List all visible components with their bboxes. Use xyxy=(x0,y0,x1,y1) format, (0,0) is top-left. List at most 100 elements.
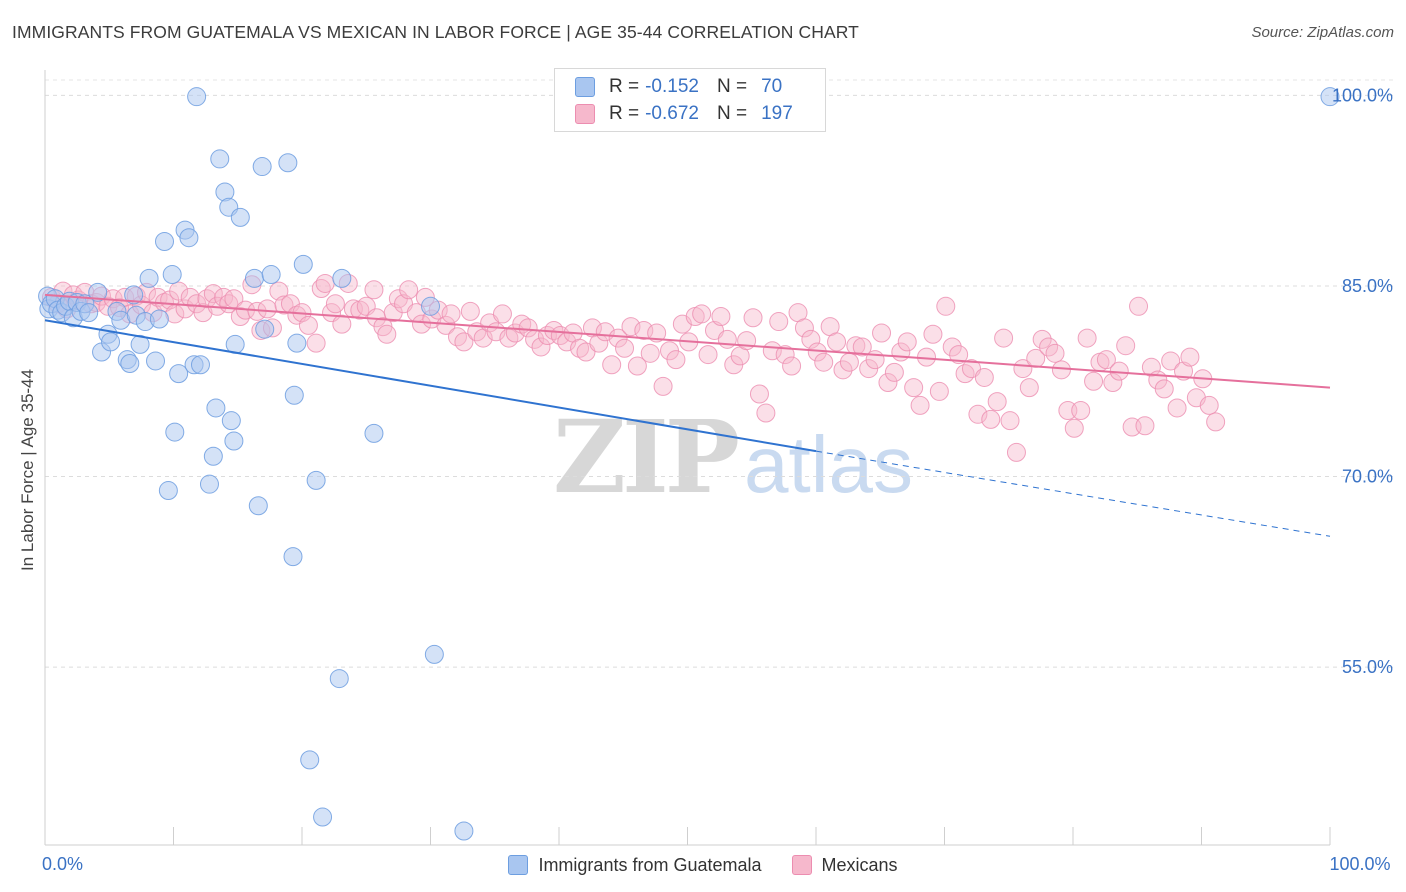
legend-n-label: N = xyxy=(716,76,748,97)
point-guatemala xyxy=(210,149,230,169)
point-guatemala xyxy=(313,807,333,827)
point-mexicans xyxy=(621,317,641,337)
legend-n-value: 197 xyxy=(761,103,793,124)
point-mexicans xyxy=(1077,328,1097,348)
legend-label-guatemala: Immigrants from Guatemala xyxy=(538,854,762,875)
legend-r-value: -0.672 xyxy=(645,103,699,124)
trend-line-guatemala-extension xyxy=(815,450,1331,537)
point-mexicans xyxy=(904,378,924,398)
point-mexicans xyxy=(203,284,223,304)
series-guatemala xyxy=(38,87,1340,841)
point-mexicans xyxy=(1051,360,1071,380)
point-mexicans xyxy=(608,328,628,348)
legend-row-mexicans: R = -0.672 N = 197 xyxy=(575,100,793,128)
point-mexicans xyxy=(827,332,847,352)
point-guatemala xyxy=(199,474,219,494)
point-mexicans xyxy=(1135,416,1155,436)
point-guatemala xyxy=(162,265,182,285)
point-guatemala xyxy=(421,296,440,316)
point-mexicans xyxy=(531,337,551,357)
point-guatemala xyxy=(101,332,121,352)
point-mexicans xyxy=(274,295,294,315)
point-guatemala xyxy=(293,254,313,274)
point-mexicans xyxy=(1071,400,1091,420)
series-legend: Immigrants from Guatemala Mexicans xyxy=(0,852,1406,878)
legend-row-guatemala: R = -0.152 N = 70 xyxy=(575,73,782,101)
legend-n-value: 70 xyxy=(761,76,783,97)
point-mexicans xyxy=(653,376,673,396)
chart-title: IMMIGRANTS FROM GUATEMALA VS MEXICAN IN … xyxy=(12,22,859,42)
point-guatemala xyxy=(306,470,326,490)
point-mexicans xyxy=(782,356,802,376)
point-mexicans xyxy=(717,329,737,349)
legend-swatch-guatemala xyxy=(508,855,529,875)
point-mexicans xyxy=(1141,357,1161,377)
point-mexicans xyxy=(929,381,949,401)
legend-r-value: -0.152 xyxy=(645,76,699,97)
point-mexicans xyxy=(315,273,335,293)
point-mexicans xyxy=(872,323,892,343)
point-mexicans xyxy=(1013,359,1033,379)
point-guatemala xyxy=(454,821,474,841)
point-mexicans xyxy=(412,314,432,334)
point-mexicans xyxy=(711,306,731,326)
point-guatemala xyxy=(283,547,303,567)
point-mexicans xyxy=(1006,442,1026,462)
point-mexicans xyxy=(1161,351,1181,371)
trend-lines xyxy=(44,293,1331,537)
point-mexicans xyxy=(794,318,814,338)
point-guatemala xyxy=(206,398,226,418)
point-mexicans xyxy=(852,337,872,357)
point-mexicans xyxy=(1019,378,1039,398)
point-mexicans xyxy=(615,338,635,358)
legend-swatch-guatemala xyxy=(575,77,595,97)
legend-swatch-mexicans xyxy=(791,855,812,875)
tick-labels: 100.0% 85.0% 70.0% 55.0% 0.0% 100.0% xyxy=(42,85,1393,874)
point-guatemala xyxy=(255,319,275,339)
point-mexicans xyxy=(454,332,474,352)
point-guatemala xyxy=(300,750,320,770)
point-mexicans xyxy=(897,332,917,352)
point-mexicans xyxy=(839,352,859,372)
point-mexicans xyxy=(377,324,397,344)
point-mexicans xyxy=(743,308,763,328)
point-mexicans xyxy=(1154,379,1174,399)
point-mexicans xyxy=(1064,418,1084,438)
point-guatemala xyxy=(139,268,159,288)
point-guatemala xyxy=(120,353,140,373)
x-tick-label: 0.0% xyxy=(42,854,83,874)
point-mexicans xyxy=(460,301,480,321)
point-mexicans xyxy=(332,314,352,334)
point-guatemala xyxy=(230,207,250,227)
point-mexicans xyxy=(640,343,660,363)
point-mexicans xyxy=(994,328,1014,348)
point-guatemala xyxy=(146,351,166,371)
point-mexicans xyxy=(399,280,419,300)
axes xyxy=(44,70,1331,846)
point-mexicans xyxy=(878,373,898,393)
legend-swatch-mexicans xyxy=(575,104,595,124)
y-tick-label: 55.0% xyxy=(1342,657,1393,677)
point-mexicans xyxy=(923,324,943,344)
point-guatemala xyxy=(424,644,444,664)
point-mexicans xyxy=(981,409,1001,429)
point-guatemala xyxy=(88,282,108,302)
point-guatemala xyxy=(1320,87,1340,107)
point-guatemala xyxy=(187,87,207,107)
point-mexicans xyxy=(936,296,956,316)
legend-n-label: N = xyxy=(716,103,748,124)
point-mexicans xyxy=(1206,412,1226,432)
point-guatemala xyxy=(124,285,144,305)
point-mexicans xyxy=(1174,361,1194,381)
y-tick-label: 85.0% xyxy=(1342,276,1393,296)
point-mexicans xyxy=(1167,398,1187,418)
legend-item-mexicans[interactable]: Mexicans xyxy=(791,855,898,876)
point-guatemala xyxy=(203,446,223,466)
legend-item-guatemala[interactable]: Immigrants from Guatemala xyxy=(508,854,762,876)
point-guatemala xyxy=(158,481,178,501)
point-mexicans xyxy=(756,403,776,423)
trend-line-guatemala xyxy=(44,319,817,453)
trend-line-mexicans xyxy=(44,293,1331,389)
point-mexicans xyxy=(974,367,994,387)
